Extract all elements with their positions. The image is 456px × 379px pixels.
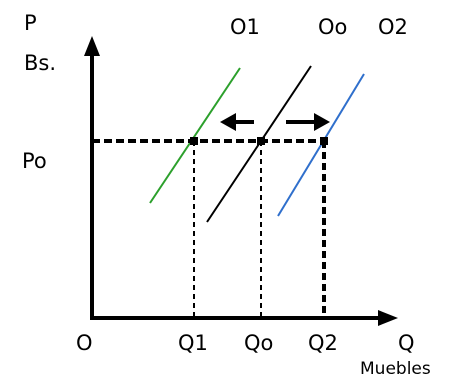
- supply-curve-o1: [149, 67, 241, 204]
- curve-label-o2: O2: [378, 15, 408, 39]
- curve-label-oo: Oo: [318, 15, 347, 39]
- quantity-label-q2: Q2: [308, 331, 338, 355]
- y-axis-unit: Bs.: [24, 51, 56, 75]
- y-axis-arrowhead: [84, 36, 100, 56]
- point-q2: [320, 137, 328, 145]
- axes: [90, 52, 380, 320]
- quantity-label-qo: Qo: [244, 331, 273, 355]
- point-qo: [257, 137, 265, 145]
- shift-arrow-left: [220, 113, 254, 131]
- point-q1: [190, 137, 198, 145]
- shift-arrow-right: [286, 113, 330, 131]
- curve-label-o1: O1: [230, 15, 260, 39]
- y-axis-label: P: [24, 11, 37, 35]
- x-axis-unit: Muebles: [360, 359, 431, 379]
- x-axis-arrowhead: [378, 310, 398, 326]
- x-axis-label: Q: [398, 331, 415, 355]
- origin-label: O: [76, 331, 93, 355]
- price-label-po: Po: [22, 149, 47, 173]
- quantity-label-q1: Q1: [178, 331, 208, 355]
